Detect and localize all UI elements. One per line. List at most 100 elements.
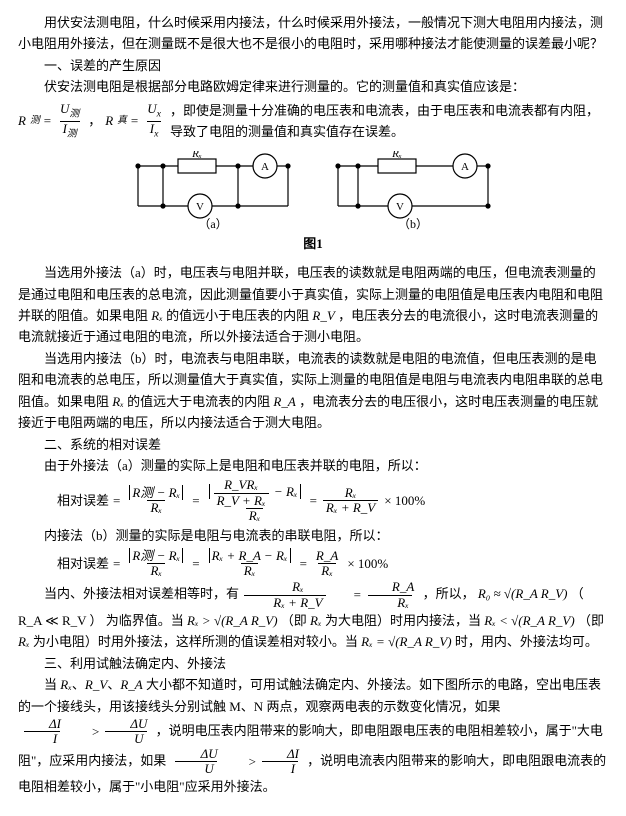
den-Isub: 测 [67, 128, 77, 139]
comma: ， [88, 110, 101, 131]
eq: = [44, 110, 51, 131]
s3p1a: 当 [44, 677, 60, 692]
s2p3f: 为小电阻）时用外接法，这样所测的值误差相对较小。当 [30, 634, 362, 649]
s2gt: Rₓ > √(R_A R_V) [187, 613, 277, 628]
s1p4b: 的值远大于电流表的内阻 [124, 394, 274, 409]
frac-di-du-1: ΔII > ΔUU [18, 717, 152, 747]
du2: ΔU [172, 747, 221, 761]
frac-a3: Rₓ Rₓ + R_V [323, 486, 378, 516]
d1: Rₓ [150, 500, 162, 515]
s3b1: 、 [72, 677, 85, 692]
circuit-diagrams: Rₓ A V （a） [18, 151, 608, 231]
b2n2: R_A [239, 548, 261, 563]
pct-a: × 100% [384, 490, 425, 511]
b3n: R_A [316, 548, 338, 563]
label-rx-a: Rₓ [191, 151, 202, 160]
nn2: Rₓ [246, 477, 258, 492]
bd1: Rₓ [150, 563, 162, 578]
s1p4rx: Rₓ [112, 394, 124, 409]
nn1: R_V [224, 477, 246, 492]
formula-relerr-a: 相对误差 = R测 − Rₓ Rₓ = R_VRₓR_V + Rₓ − Rₓ R… [18, 478, 608, 523]
s2p3a: 当内、外接法相对误差相等时，有 [44, 586, 242, 601]
s2p3d2: （即 [578, 613, 604, 628]
label-A-a: A [261, 161, 269, 173]
n2: Rₓ [169, 485, 181, 500]
s3ra: R_A [120, 677, 142, 692]
u2: U [175, 761, 216, 776]
label-V-a: V [196, 201, 204, 213]
s2rx2: Rₓ [18, 634, 30, 649]
figure1-caption: 图1 [18, 233, 608, 254]
ec3: R_V [300, 595, 322, 610]
section2-p3: 当内、外接法相对误差相等时，有 RₓRₓ + R_V = R_ARₓ ，所以， … [18, 580, 608, 652]
section2-p2: 内接法（b）测量的实际是电阻与电流表的串联电阻，所以： [18, 525, 608, 546]
frac-b2: Rₓ + R_A − Rₓ Rₓ [206, 549, 294, 579]
section3-p1: 当 Rₓ、R_V、R_A 大小都不知道时，可用试触法确定内、外接法。如下图所示的… [18, 674, 608, 798]
nd2: Rₓ [254, 493, 266, 508]
s2rx1: Rₓ [310, 613, 322, 628]
a3n: Rₓ [345, 485, 357, 500]
section1-p3: 当选用外接法（a）时，电压表与电阻并联，电压表的读数就是电阻两端的电压，但电流表… [18, 262, 608, 348]
du1: ΔU [101, 717, 150, 731]
sub-meas: 测 [30, 113, 40, 129]
s1p3rx: Rₓ [151, 308, 163, 323]
page: 用伏安法测电阻，什么时候采用内接法，什么时候采用外接法，一般情况下测大电阻用内接… [0, 0, 626, 816]
ec4: R_A [392, 579, 414, 594]
frac-b1: R测 − Rₓ Rₓ [126, 549, 186, 579]
s1p4ra: R_A [273, 394, 295, 409]
i2: I [262, 761, 298, 776]
gt2: > [223, 751, 256, 772]
bn2: Rₓ [169, 548, 181, 563]
caption-a: （a） [198, 217, 227, 231]
eq-a2: = [192, 490, 199, 511]
s3b2: 、 [107, 677, 120, 692]
s3rx: Rₓ [60, 677, 72, 692]
label-A-b: A [461, 161, 469, 173]
frac-a2: R_VRₓR_V + Rₓ − Rₓ Rₓ [206, 478, 304, 523]
ec1: Rₓ [292, 579, 304, 594]
eq-a1: = [113, 490, 120, 511]
frac-a1: R测 − Rₓ Rₓ [126, 486, 186, 516]
a3d2: R_V [353, 500, 375, 515]
frac-b3: R_A Rₓ [313, 549, 341, 579]
section1-p1: 伏安法测电阻是根据部分电路欧姆定律来进行测量的。它的测量值和真实值应该是： [18, 76, 608, 97]
eq-b3: = [300, 553, 307, 574]
circuit-b: Rₓ A V （b） [328, 151, 498, 231]
sym-R: R [18, 110, 26, 131]
a3d1: Rₓ [326, 500, 338, 515]
lbl-relerr-b: 相对误差 [57, 553, 109, 574]
lbl-relerr-a: 相对误差 [57, 490, 109, 511]
bn1: R测 [132, 548, 153, 563]
b3d: Rₓ [321, 563, 333, 578]
i1: I [24, 731, 60, 746]
num-Ux: U [147, 101, 156, 116]
n1: R测 [132, 485, 153, 500]
pct-b: × 100% [347, 553, 388, 574]
section1-heading: 一、误差的产生原因 [18, 55, 608, 76]
di1: ΔI [20, 717, 64, 731]
s2p3g: 时，用内、外接法均可。 [455, 634, 598, 649]
caption-b: （b） [398, 217, 428, 231]
sub-true: 真 [117, 113, 127, 129]
s2eq: Rₓ = √(R_A R_V) [361, 634, 451, 649]
num-Usub: 测 [69, 109, 79, 120]
sym-R2: R [105, 110, 113, 131]
s3rv: R_V [85, 677, 107, 692]
b2n1: Rₓ [212, 548, 224, 563]
gt1: > [66, 721, 99, 742]
di2: ΔI [258, 747, 302, 761]
s1p3b: 的值远小于电压表的内阻 [163, 308, 313, 323]
frac-ux-ix: Ux Ix [144, 102, 164, 140]
intro-paragraph: 用伏安法测电阻，什么时候采用内接法，什么时候采用外接法，一般情况下测大电阻用内接… [18, 12, 608, 55]
section1-p2-tail: ，即使是测量十分准确的电压表和电流表，由于电压表和电流表都有内阻，导致了电阻的测… [170, 100, 608, 143]
s2p3e: 为大电阻）时用内接法，当 [322, 613, 485, 628]
s2p3c: 为临界值。当 [106, 613, 187, 628]
u1: U [105, 731, 146, 746]
dd1: Rₓ [249, 508, 261, 523]
section1-p4: 当选用内接法（b）时，电流表与电阻串联，电流表的读数就是电阻的电流值，但电压表测… [18, 348, 608, 434]
eq-b1: = [113, 553, 120, 574]
s2p3b: ，所以， [423, 586, 475, 601]
ec-eq: = [328, 584, 361, 605]
s2p3d: （即 [281, 613, 310, 628]
eq2: = [131, 110, 138, 131]
